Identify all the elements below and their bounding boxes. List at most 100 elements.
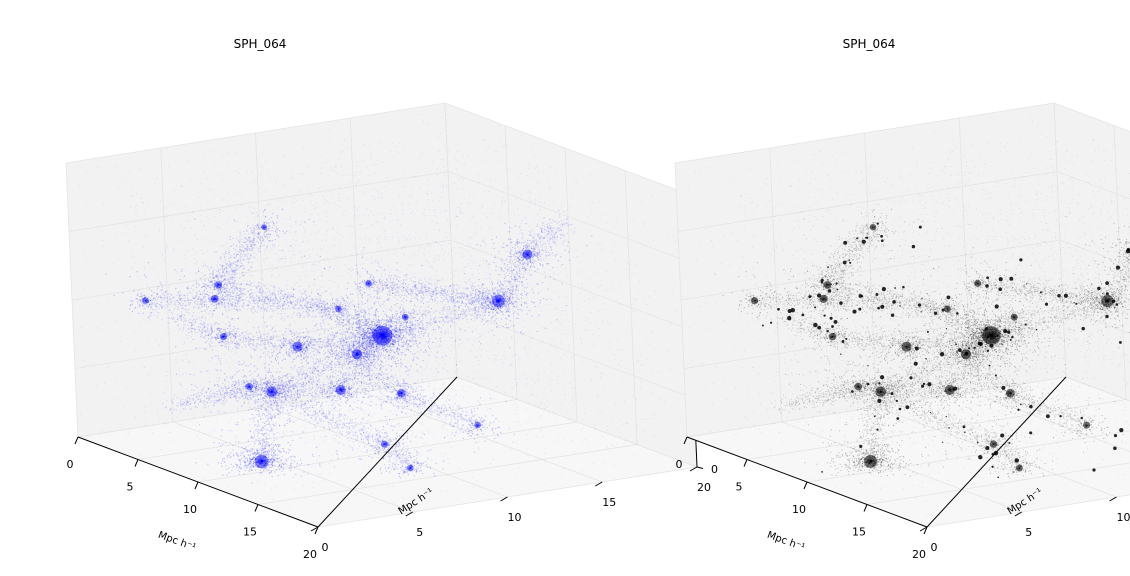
scatter-point: [288, 401, 289, 402]
scatter-point: [145, 304, 146, 305]
scatter-point: [394, 325, 395, 326]
scatter-point: [374, 367, 375, 368]
scatter-point: [277, 356, 278, 357]
scatter-point: [162, 293, 163, 294]
scatter-point: [303, 332, 304, 333]
scatter-point: [387, 346, 388, 347]
scatter-point: [257, 401, 258, 402]
scatter-point: [198, 270, 199, 271]
scatter-point: [309, 393, 310, 394]
scatter-point: [361, 382, 362, 383]
scatter-point: [492, 291, 493, 292]
scatter-point: [516, 287, 517, 288]
scatter-point: [402, 346, 403, 347]
scatter-point: [148, 306, 149, 307]
scatter-point: [145, 277, 146, 278]
scatter-point: [396, 400, 397, 401]
scatter-point: [366, 451, 367, 452]
scatter-point: [332, 340, 333, 341]
scatter-point: [224, 380, 225, 381]
scatter-point: [331, 367, 332, 368]
scatter-point: [407, 432, 408, 433]
scatter-point: [508, 304, 509, 305]
scatter-point: [369, 456, 370, 457]
scatter-point: [338, 353, 339, 354]
scatter-point: [296, 369, 297, 370]
scatter-point: [129, 276, 130, 277]
scatter-point: [292, 336, 293, 337]
scatter-point: [393, 426, 394, 427]
scatter-point: [344, 324, 345, 325]
scatter-point: [407, 435, 408, 436]
scatter-point: [265, 378, 266, 379]
scatter-point: [503, 326, 504, 327]
scatter-point: [506, 303, 507, 304]
scatter-point: [340, 405, 341, 406]
scatter-point: [403, 341, 404, 342]
scatter-point: [475, 442, 476, 443]
scatter-point: [479, 294, 480, 295]
scatter-point: [423, 333, 424, 334]
scatter-point: [315, 427, 316, 428]
scatter-point: [272, 376, 273, 377]
scatter-point: [283, 338, 284, 339]
scatter-point: [543, 298, 544, 299]
scatter-point: [208, 280, 209, 281]
scatter-point: [153, 298, 154, 299]
scatter-point: [521, 293, 522, 294]
scatter-point: [456, 284, 457, 285]
scatter-point: [235, 381, 236, 382]
scatter-point: [483, 324, 484, 325]
scatter-point: [263, 334, 264, 335]
scatter-point: [419, 342, 420, 343]
scatter-point: [364, 446, 365, 447]
scatter-point: [487, 320, 488, 321]
scatter-point: [398, 344, 399, 345]
scatter-point: [539, 250, 540, 251]
scatter-point: [493, 335, 494, 336]
scatter-point: [357, 337, 358, 338]
scatter-point: [471, 294, 472, 295]
scatter-point: [326, 401, 327, 402]
scatter-point: [370, 405, 371, 406]
chart-title: SPH_064: [234, 37, 287, 51]
scatter-point: [428, 333, 429, 334]
scatter-point: [538, 249, 539, 250]
scatter-point: [340, 398, 341, 399]
scatter-point: [510, 227, 511, 228]
scatter-point: [396, 366, 397, 367]
scatter-point: [492, 283, 493, 284]
scatter-point: [411, 337, 412, 338]
scatter-point: [540, 300, 541, 301]
scatter-point: [347, 348, 348, 349]
scatter-point: [129, 308, 130, 309]
scatter-point: [394, 304, 395, 305]
scatter-point: [160, 282, 161, 283]
scatter-point: [439, 338, 440, 339]
scatter-point: [383, 426, 384, 427]
scatter-point: [406, 333, 407, 334]
scatter-point: [130, 300, 131, 301]
scatter-point: [305, 350, 306, 351]
scatter-point: [328, 358, 329, 359]
scatter-point: [257, 406, 258, 407]
scatter-point: [492, 289, 493, 290]
scatter-point: [326, 356, 327, 357]
scatter-point: [404, 406, 405, 407]
scatter-point: [139, 304, 140, 305]
scatter-point: [546, 299, 547, 300]
scatter-point: [319, 334, 320, 335]
scatter-point: [413, 357, 414, 358]
scatter-point: [388, 320, 389, 321]
scatter-point: [306, 328, 307, 329]
scatter-point: [486, 321, 487, 322]
scatter-point: [504, 292, 505, 293]
scatter-point: [327, 365, 328, 366]
scatter-point: [316, 323, 317, 324]
scatter-point: [393, 351, 394, 352]
scatter-point: [505, 318, 506, 319]
scatter-point: [339, 317, 340, 318]
scatter-point: [473, 429, 474, 430]
scatter-point: [193, 339, 194, 340]
scatter-point: [382, 401, 383, 402]
